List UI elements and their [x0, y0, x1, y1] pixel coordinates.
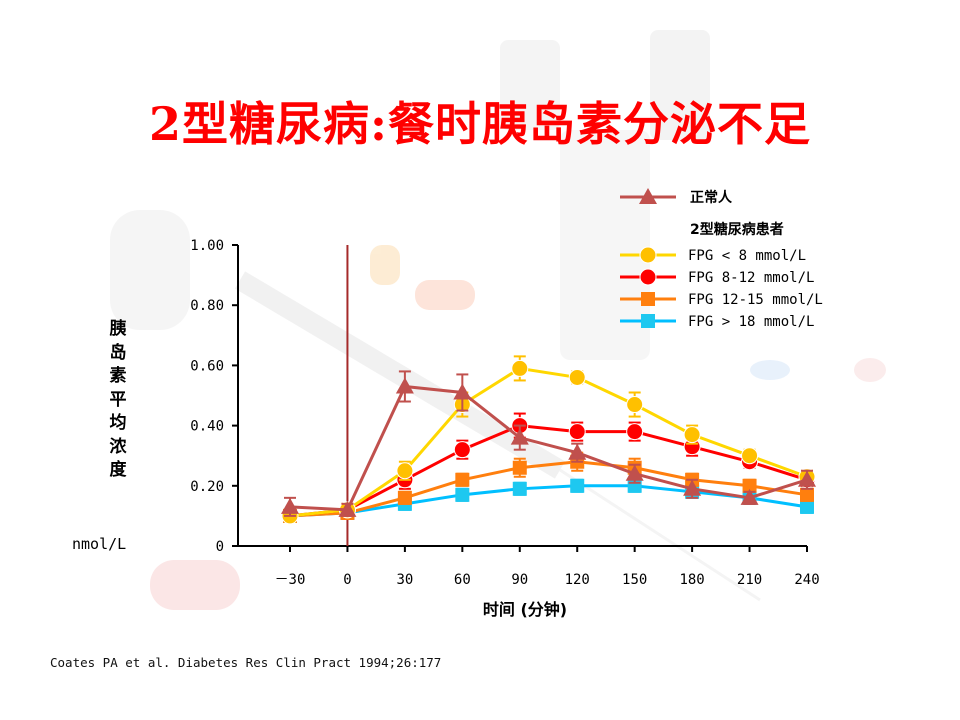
- data-point: [626, 396, 644, 414]
- data-point: [800, 499, 814, 514]
- citation: Coates PA et al. Diabetes Res Clin Pract…: [50, 655, 442, 670]
- legend-entry-label: 正常人: [690, 189, 733, 206]
- data-point: [740, 488, 759, 505]
- data-point: [568, 423, 586, 441]
- data-point: [626, 423, 644, 441]
- y-tick-label: 0.80: [190, 298, 224, 314]
- x-tick-label: 90: [511, 572, 528, 588]
- x-tick-label: 150: [622, 572, 647, 588]
- y-tick-label: 0.20: [190, 479, 224, 495]
- data-point: [570, 478, 585, 493]
- slide-title: 2型糖尿病:餐时胰岛素分泌不足: [149, 97, 811, 151]
- legend-swatch-marker: [639, 268, 657, 286]
- x-tick-label: 180: [679, 572, 704, 588]
- series-line: [289, 424, 808, 518]
- series-1: [281, 355, 816, 525]
- data-point: [281, 497, 299, 514]
- series-line: [289, 460, 808, 518]
- y-label-char: 胰: [109, 319, 127, 339]
- x-tick-label: 240: [794, 572, 819, 588]
- y-label-char: 浓: [109, 436, 127, 457]
- y-axis-label: 胰 岛 素 平 均 浓 度: [106, 318, 130, 483]
- data-point: [455, 472, 470, 487]
- legend-entry-label: FPG < 8 mmol/L: [688, 248, 806, 264]
- data-point: [512, 481, 527, 496]
- data-point: [338, 500, 357, 517]
- data-point: [397, 490, 412, 505]
- data-point: [800, 487, 814, 502]
- x-tick-label: －30: [275, 572, 306, 588]
- data-point: [625, 464, 644, 481]
- data-point: [568, 443, 587, 460]
- data-point: [512, 460, 527, 475]
- data-point: [741, 447, 759, 465]
- data-point: [742, 478, 757, 493]
- y-label-char: 岛: [109, 342, 127, 363]
- y-label-char: 均: [109, 413, 127, 433]
- legend-entry-label: FPG 8-12 mmol/L: [688, 270, 814, 286]
- data-point: [798, 470, 816, 487]
- data-point: [568, 368, 586, 386]
- data-point: [453, 383, 472, 400]
- legend-swatch-marker: [641, 314, 655, 328]
- data-point: [511, 359, 529, 377]
- data-point: [395, 377, 414, 394]
- series-2: [281, 412, 816, 525]
- x-tick-label: 60: [454, 572, 471, 588]
- data-point: [683, 479, 702, 496]
- legend-entry-label: FPG > 18 mmol/L: [688, 314, 814, 330]
- series-line: [289, 384, 808, 512]
- series-0: [281, 370, 816, 517]
- data-point: [455, 487, 470, 502]
- chart-legend: 正常人 2型糖尿病患者 FPG < 8 mmol/L FPG 8-12 mmol/L F…: [620, 188, 823, 330]
- series-line: [289, 366, 808, 518]
- legend-group-title: 2型糖尿病患者: [690, 221, 784, 238]
- legend-swatch-marker: [641, 292, 655, 306]
- x-axis-label: 时间 (分钟): [482, 600, 568, 619]
- x-tick-label: 0: [343, 572, 351, 588]
- y-axis-unit: nmol/L: [72, 535, 127, 553]
- y-label-char: 平: [109, 389, 127, 410]
- series-layer: [281, 355, 816, 525]
- y-tick-label: 0.40: [190, 419, 224, 435]
- legend-swatch-marker: [639, 246, 657, 264]
- data-point: [396, 462, 414, 480]
- chart-axes: 0 0.20 0.40 0.60 0.80 1.00 －30 0 30 60 90 120 150 180…: [190, 238, 819, 588]
- y-label-char: 度: [109, 460, 127, 480]
- y-tick-label: 0: [216, 539, 224, 555]
- x-tick-label: 210: [737, 572, 762, 588]
- x-tick-label: 120: [565, 572, 590, 588]
- y-tick-label: 1.00: [190, 238, 224, 254]
- data-point: [683, 426, 701, 444]
- legend-entry-label: FPG 12-15 mmol/L: [688, 292, 823, 308]
- y-tick-label: 0.60: [190, 358, 224, 374]
- data-point: [510, 428, 529, 445]
- x-tick-label: 30: [396, 572, 413, 588]
- legend-swatch-marker: [639, 188, 657, 204]
- y-label-char: 素: [109, 366, 127, 386]
- data-point: [453, 441, 471, 459]
